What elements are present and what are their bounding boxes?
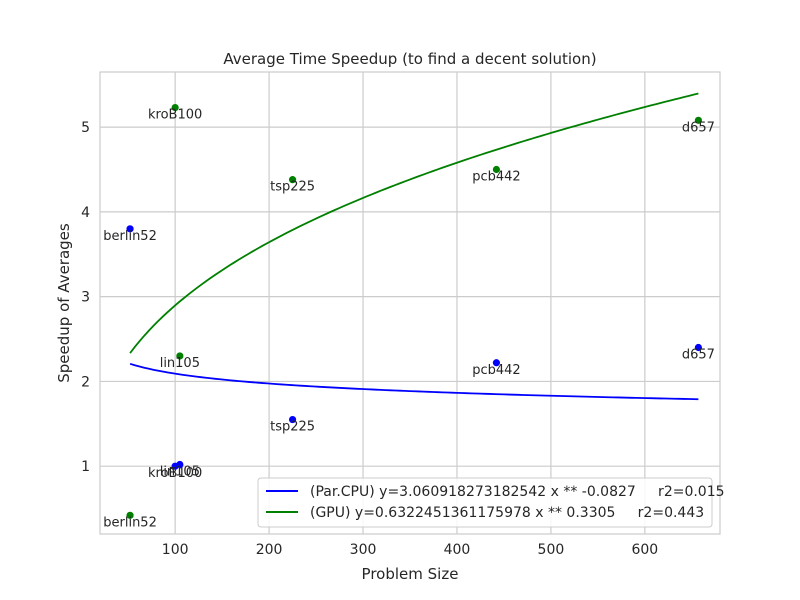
fit-curve-par-cpu bbox=[129, 362, 699, 401]
data-point-par-cpu bbox=[176, 460, 184, 469]
point-label: kroB100 bbox=[148, 466, 202, 481]
chart-title: Average Time Speedup (to find a decent s… bbox=[223, 50, 596, 68]
data-point-gpu bbox=[126, 511, 134, 519]
y-tick-label: 4 bbox=[81, 205, 90, 221]
data-point-gpu bbox=[492, 165, 501, 174]
point-label: lin105 bbox=[160, 356, 200, 371]
data-point-par-cpu bbox=[694, 343, 702, 352]
point-label: d657 bbox=[682, 120, 715, 135]
point-label: berlin52 bbox=[103, 229, 157, 244]
y-tick-label: 5 bbox=[81, 120, 90, 136]
point-label: pcb442 bbox=[472, 169, 520, 184]
legend: (Par.CPU) y=3.060918273182542 x ** -0.08… bbox=[257, 477, 725, 528]
legend-entry-gpu: (GPU) y=0.6322451361175978 x ** 0.3305 r… bbox=[310, 505, 704, 521]
data-point-par-cpu bbox=[288, 415, 297, 424]
data-point-gpu bbox=[694, 116, 702, 124]
fit-curve-gpu bbox=[129, 92, 699, 354]
data-point-par-cpu bbox=[492, 359, 501, 367]
y-tick-label: 3 bbox=[81, 290, 90, 306]
data-points: berlin52kroB100lin105tsp225pcb442d657ber… bbox=[103, 104, 715, 530]
data-point-gpu bbox=[176, 352, 184, 360]
data-point-par-cpu bbox=[126, 225, 134, 233]
x-tick-label: 100 bbox=[162, 542, 189, 558]
x-tick-label: 200 bbox=[256, 542, 283, 558]
x-tick-label: 600 bbox=[631, 542, 658, 558]
plot-frame bbox=[99, 71, 721, 535]
y-axis-title: Speedup of Averages bbox=[55, 223, 73, 383]
point-label: tsp225 bbox=[270, 420, 315, 435]
x-tick-label: 300 bbox=[350, 542, 377, 558]
point-label: berlin52 bbox=[103, 515, 157, 530]
x-axis-title: Problem Size bbox=[362, 565, 459, 583]
point-label: tsp225 bbox=[270, 180, 315, 195]
tick-labels: 100 200 300 400 500 600 1 2 3 4 5 bbox=[81, 120, 658, 558]
point-label: d657 bbox=[682, 348, 715, 363]
x-tick-label: 400 bbox=[444, 542, 471, 558]
legend-entry-par-cpu: (Par.CPU) y=3.060918273182542 x ** -0.08… bbox=[310, 484, 725, 500]
y-tick-label: 2 bbox=[81, 374, 90, 390]
legend-box bbox=[257, 477, 713, 528]
point-label: kroB100 bbox=[148, 108, 202, 123]
grid-lines bbox=[100, 72, 720, 534]
point-label: lin105 bbox=[160, 464, 200, 479]
data-point-gpu bbox=[288, 176, 297, 184]
x-tick-label: 500 bbox=[538, 542, 565, 558]
y-tick-label: 1 bbox=[81, 459, 90, 475]
plot-area bbox=[100, 72, 720, 534]
point-label: pcb442 bbox=[472, 363, 520, 378]
data-point-gpu bbox=[171, 104, 179, 112]
fit-curves bbox=[129, 92, 699, 401]
